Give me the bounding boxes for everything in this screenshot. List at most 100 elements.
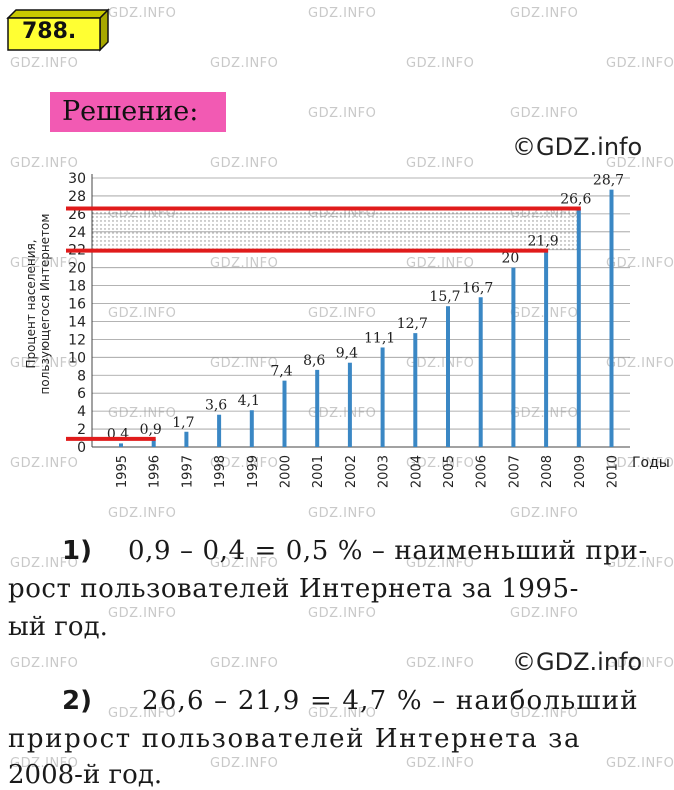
bar xyxy=(217,414,222,447)
bar xyxy=(184,431,189,447)
bar xyxy=(151,438,156,447)
watermark-text: GDZ.INFO xyxy=(510,606,579,621)
bar-value-label: 11,1 xyxy=(364,330,395,346)
highlight-band xyxy=(92,208,579,251)
bar-value-label: 9,4 xyxy=(336,346,358,362)
chart-xlabel: Годы xyxy=(632,455,670,471)
solution-item-2-text-1: 26,6 – 21,9 = 4,7 % – наибольший xyxy=(142,686,639,716)
bar-value-label: 4,1 xyxy=(238,393,260,409)
watermark-text: GDZ.INFO xyxy=(10,156,79,171)
watermark-text: GDZ.INFO xyxy=(406,256,475,271)
watermark-text: GDZ.INFO xyxy=(210,56,279,71)
y-tick-label: 0 xyxy=(77,440,86,456)
y-tick-label: 28 xyxy=(68,189,86,205)
watermark-text: GDZ.INFO xyxy=(108,606,177,621)
watermark-text: GDZ.INFO xyxy=(510,506,579,521)
x-tick-label: 1998 xyxy=(213,455,228,488)
y-tick-label: 2 xyxy=(77,422,86,438)
watermark-text: GDZ.INFO xyxy=(510,406,578,421)
bar-value-label: 1,7 xyxy=(172,415,194,431)
watermark-text: GDZ.INFO xyxy=(108,306,177,321)
y-tick-label: 16 xyxy=(68,297,86,313)
watermark-text: GDZ.INFO xyxy=(308,306,377,321)
watermark-text: GDZ.INFO xyxy=(210,756,279,771)
bar xyxy=(478,297,483,447)
x-tick-label: 2007 xyxy=(507,455,522,488)
bar-value-label: 26,6 xyxy=(560,191,591,207)
bar-value-label: 0,9 xyxy=(140,422,162,438)
watermark-text: GDZ.INFO xyxy=(308,506,377,521)
x-tick-label: 2010 xyxy=(606,455,621,488)
watermark-text: GDZ.INFO xyxy=(308,6,377,21)
x-tick-label: 2001 xyxy=(311,455,326,488)
bar xyxy=(446,306,450,447)
watermark-text: GDZ.INFO xyxy=(210,156,279,171)
watermark-text: GDZ.INFO xyxy=(510,6,579,21)
watermark-text: GDZ.INFO xyxy=(606,656,674,671)
x-tick-label: 2009 xyxy=(573,455,588,488)
bar-value-label: 15,7 xyxy=(429,289,460,305)
watermark-text: GDZ.INFO xyxy=(308,406,377,421)
x-tick-label: 1995 xyxy=(115,455,130,488)
watermark-text: GDZ.INFO xyxy=(606,356,674,371)
bar xyxy=(576,208,581,447)
y-tick-label: 24 xyxy=(68,225,86,241)
x-tick-label: 2004 xyxy=(409,455,424,488)
watermark-text: GDZ.INFO xyxy=(406,156,475,171)
y-tick-label: 10 xyxy=(68,350,86,366)
watermark-text: GDZ.INFO xyxy=(406,556,475,571)
watermark-text: GDZ.INFO xyxy=(210,556,279,571)
solution-item-2-text-2: прирост пользователей Интернета за xyxy=(8,724,582,754)
watermark-text: GDZ.INFO xyxy=(406,456,475,471)
y-tick-label: 20 xyxy=(68,261,86,277)
y-tick-label: 6 xyxy=(77,386,86,402)
y-tick-label: 26 xyxy=(68,207,86,223)
watermark-text: GDZ.INFO xyxy=(108,406,177,421)
solution-item-1-text-1: 0,9 – 0,4 = 0,5 % – наименьший при- xyxy=(128,536,648,566)
y-tick-label: 8 xyxy=(77,368,86,384)
watermark-text: GDZ.INFO xyxy=(10,356,79,371)
bar xyxy=(119,443,123,447)
solution-item-1-number: 1) xyxy=(62,536,92,566)
watermark-text: GDZ.INFO xyxy=(606,56,674,71)
watermark-text: GDZ.INFO xyxy=(406,656,475,671)
watermark-text: GDZ.INFO xyxy=(108,6,177,21)
bar xyxy=(249,410,254,447)
solution-item-2-text-3: 2008-й год. xyxy=(8,760,163,790)
bar-value-label: 3,6 xyxy=(205,398,227,414)
bar-value-label: 16,7 xyxy=(462,280,493,296)
bar-value-label: 28,7 xyxy=(593,173,624,189)
watermark-text: GDZ.INFO xyxy=(10,756,79,771)
solution-item-1-text-2: рост пользователей Интернета за 1995- xyxy=(8,574,579,604)
problem-number: 788. xyxy=(22,19,77,44)
x-tick-label: 2000 xyxy=(279,455,294,488)
bar-value-label: 7,4 xyxy=(270,364,292,380)
watermark-text: GDZ.INFO xyxy=(108,706,177,721)
watermark-text: GDZ.INFO xyxy=(406,356,475,371)
watermark-text: GDZ.INFO xyxy=(606,756,674,771)
bar-value-label: 20 xyxy=(501,251,519,267)
problem-number-badge: 788. xyxy=(6,8,110,52)
watermark-text: GDZ.INFO xyxy=(10,256,79,271)
bar xyxy=(544,250,549,447)
y-tick-label: 14 xyxy=(68,314,86,330)
watermark-text: GDZ.INFO xyxy=(510,306,578,321)
x-tick-label: 2003 xyxy=(377,455,392,488)
x-tick-label: 2008 xyxy=(540,455,555,488)
watermark-text: GDZ.INFO xyxy=(10,656,79,671)
watermark-text: GDZ.INFO xyxy=(606,156,674,171)
watermark-text: GDZ.INFO xyxy=(308,106,377,121)
watermark-text: GDZ.INFO xyxy=(308,706,377,721)
x-tick-label: 2002 xyxy=(344,455,359,488)
x-tick-label: 1999 xyxy=(246,455,261,488)
bar xyxy=(511,267,516,447)
badge-shape xyxy=(6,8,110,52)
watermark-text: GDZ.INFO xyxy=(606,256,674,271)
watermark-text: GDZ.INFO xyxy=(108,506,177,521)
bar xyxy=(380,347,385,447)
x-tick-label: 2006 xyxy=(475,455,490,488)
watermark-text: GDZ.INFO xyxy=(10,56,79,71)
watermark-text: GDZ.INFO xyxy=(210,256,279,271)
watermark-text: GDZ.INFO xyxy=(308,606,377,621)
watermark-text: GDZ.INFO xyxy=(10,456,79,471)
